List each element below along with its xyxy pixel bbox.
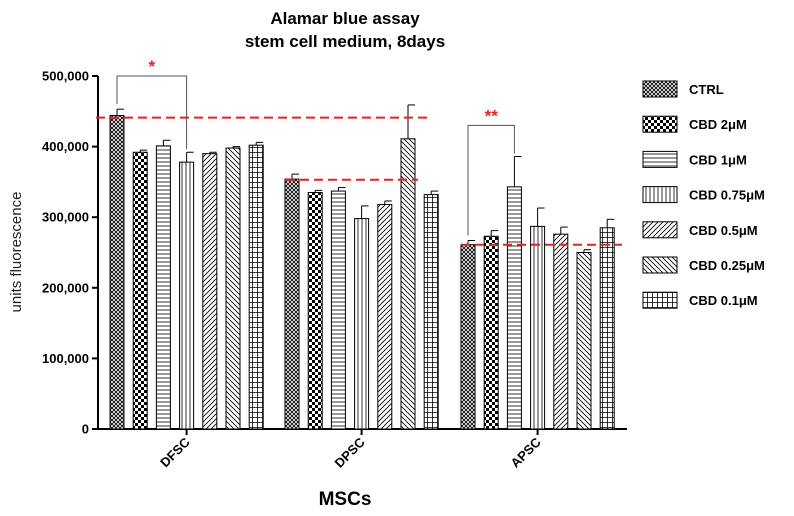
legend-swatch-4 <box>642 221 678 239</box>
bar-apsc-2 <box>506 186 522 430</box>
bar-dpsc-1 <box>307 191 323 430</box>
chart-title-line-1: Alamar blue assay <box>270 9 420 28</box>
bar-apsc-6 <box>599 227 615 430</box>
significance-label-apsc: ** <box>485 106 499 125</box>
legend-label-4: CBD 0.5μM <box>689 223 758 238</box>
bar-apsc-1 <box>483 235 499 430</box>
bar-dfsc-2 <box>155 145 171 430</box>
bar-dfsc-5 <box>225 147 241 430</box>
bar-dpsc-4 <box>377 203 393 430</box>
bar-dpsc-5 <box>400 138 416 430</box>
bar-dpsc-0 <box>284 178 300 430</box>
legend-swatch-6 <box>642 291 678 309</box>
bar-dpsc-2 <box>330 190 346 430</box>
y-tick-label: 200,000 <box>42 280 89 295</box>
legend-label-6: CBD 0.1μM <box>689 293 758 308</box>
bar-apsc-5 <box>576 252 592 430</box>
y-tick-label: 400,000 <box>42 139 89 154</box>
x-axis-label: MSCs <box>319 489 372 510</box>
y-tick-label: 0 <box>82 422 89 437</box>
legend-swatch-1 <box>642 115 678 133</box>
bar-dfsc-6 <box>248 144 264 430</box>
legend: CTRL CBD 2μM CBD 1μM CBD 0.75μM CBD 0.5μM CBD… <box>642 80 765 309</box>
legend-label-0: CTRL <box>689 82 724 97</box>
bar-dpsc-3 <box>354 218 370 430</box>
x-tick-label-dfsc: DFSC <box>157 434 193 470</box>
legend-swatch-5 <box>642 256 678 274</box>
bar-dfsc-4 <box>202 153 218 430</box>
bar-dfsc-1 <box>132 151 148 430</box>
bar-apsc-0 <box>460 244 476 430</box>
legend-swatch-0 <box>642 80 678 98</box>
legend-label-3: CBD 0.75μM <box>689 188 765 203</box>
chart-title-line-2: stem cell medium, 8days <box>245 32 445 51</box>
bar-apsc-3 <box>530 225 546 430</box>
legend-label-1: CBD 2μM <box>689 117 747 132</box>
x-tick-label-dpsc: DPSC <box>332 434 369 471</box>
bar-dfsc-0 <box>109 115 125 430</box>
bar-apsc-4 <box>553 233 569 430</box>
y-axis-label: units fluorescence <box>8 192 25 313</box>
legend-label-2: CBD 1μM <box>689 152 747 167</box>
bar-dpsc-6 <box>423 194 439 430</box>
legend-swatch-2 <box>642 150 678 168</box>
plot-area: 0 100,000 200,000 300,000 400,000 500,000 DFSC… <box>42 57 627 471</box>
y-tick-label: 500,000 <box>42 69 89 84</box>
y-tick-label: 300,000 <box>42 210 89 225</box>
significance-label-dfsc: * <box>148 57 155 76</box>
significance-bracket-dfsc <box>116 75 188 150</box>
significance-bracket-apsc <box>467 124 515 236</box>
legend-swatch-3 <box>642 186 678 204</box>
y-tick-label: 100,000 <box>42 351 89 366</box>
x-tick-label-apsc: APSC <box>508 434 545 471</box>
legend-label-5: CBD 0.25μM <box>689 258 765 273</box>
bar-dfsc-3 <box>179 161 195 430</box>
